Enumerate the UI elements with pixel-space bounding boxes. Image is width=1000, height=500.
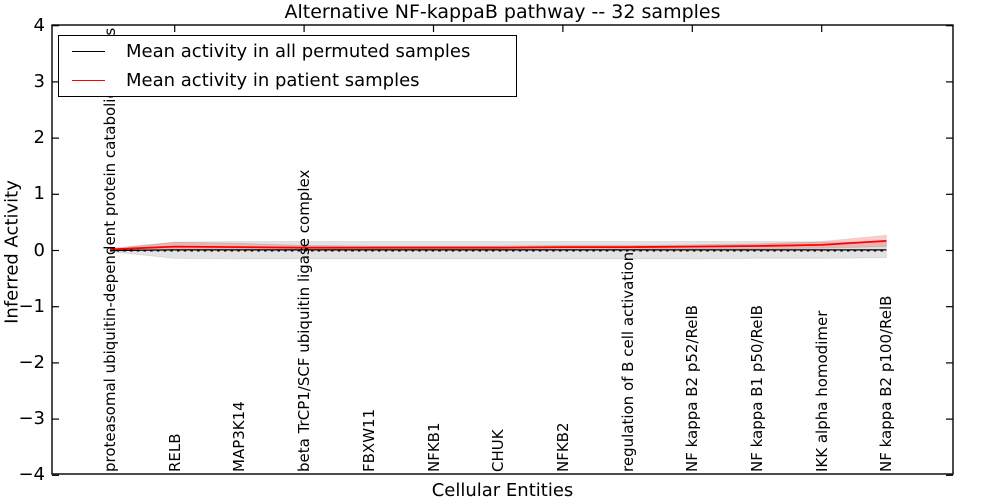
x-category-label: NFKB1 (424, 422, 443, 472)
y-tick-label: −1 (18, 295, 45, 317)
x-category-label: NF kappa B2 p52/RelB (683, 305, 702, 472)
x-category-label: beta TrCP1/SCF ubiquitin ligase complex (295, 169, 314, 472)
permuted-line-sample-icon (72, 50, 105, 52)
y-tick-label: −4 (18, 464, 45, 486)
patient-line-sample-icon (72, 80, 105, 82)
x-category-label: FBXW11 (359, 408, 378, 472)
x-category-label: NFKB2 (553, 422, 572, 472)
legend-box: Mean activity in all permuted samples Me… (58, 35, 517, 97)
legend-row: Mean activity in patient samples (59, 66, 516, 95)
y-tick-label: 0 (33, 239, 45, 261)
y-tick-label: 3 (33, 70, 45, 92)
patient-mean-line (109, 240, 887, 251)
y-axis-label: Inferred Activity (1, 180, 23, 324)
y-tick-label: −2 (18, 351, 45, 373)
y-tick-label: 1 (33, 183, 45, 205)
x-category-label: NF kappa B1 p50/RelB (748, 305, 766, 472)
legend-row: Mean activity in all permuted samples (59, 37, 516, 66)
axes-spines (51, 24, 954, 475)
legend-label: Mean activity in all permuted samples (126, 40, 471, 62)
chart-title: Alternative NF-kappaB pathway -- 32 samp… (284, 1, 721, 23)
x-category-label: RELB (165, 433, 184, 472)
x-category-label: IKK alpha homodimer (812, 310, 831, 472)
x-category-label: NF kappa B2 p100/RelB (877, 295, 896, 472)
x-category-label: MAP3K14 (230, 401, 249, 472)
y-tick-label: −3 (18, 408, 45, 430)
x-axis-label: Cellular Entities (431, 480, 574, 500)
y-tick-label: 4 (33, 14, 45, 36)
y-tick-label: 2 (33, 127, 45, 149)
x-category-label: CHUK (489, 429, 508, 472)
x-category-label: regulation of B cell activation (618, 251, 637, 472)
permuted-mean-line (109, 249, 887, 252)
legend-label: Mean activity in patient samples (126, 70, 420, 92)
